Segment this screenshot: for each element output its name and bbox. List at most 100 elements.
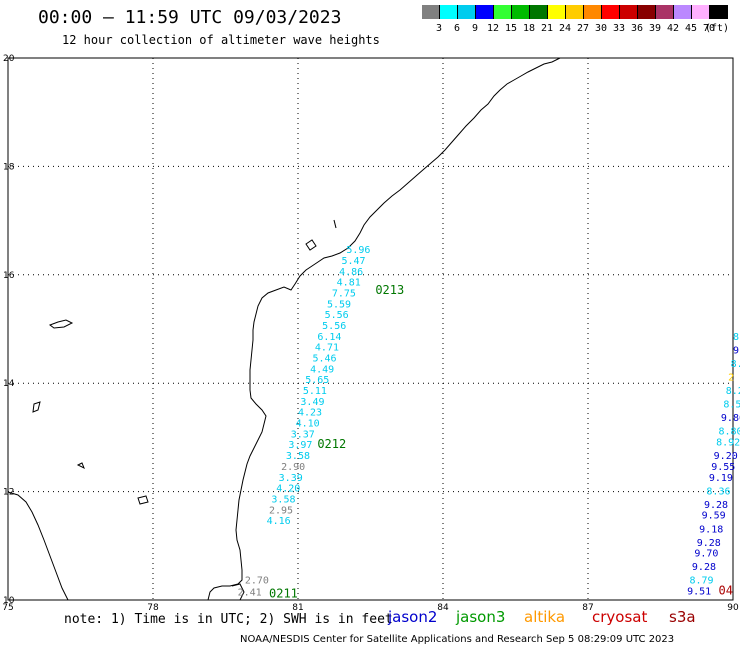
wave-height-value: 3.49 [300,397,324,408]
x-tick-label: 87 [582,603,593,613]
pass-label: 0212 [317,437,346,451]
tick-mark [333,219,337,229]
scale-label: 33 [612,23,626,34]
wave-height-value: 8. [731,359,740,370]
x-tick-label: 84 [437,603,449,613]
scale-label: 30 [594,23,608,34]
wave-height-value: 3.58 [286,451,310,462]
wave-height-value: 5.96 [346,245,370,256]
scale-swatch [494,5,512,19]
satellite-legend-item: jason3 [456,608,506,626]
scale-swatch [638,5,656,19]
map-grid [7,57,734,601]
wave-height-value: 4.16 [267,516,291,527]
wave-height-value: 3.39 [279,473,303,484]
x-tick-label: 90 [727,603,739,613]
wave-height-value: 8.2 [726,386,740,397]
wave-height-value: 8.79 [690,576,714,587]
scale-label: 3 [435,23,443,34]
wave-height-value: 9.28 [704,500,728,511]
axis-labels: 75 78 81 84 87 90 20 18 16 14 12 10 [2,54,739,613]
wave-height-value: 8 [733,332,739,343]
coastline [7,57,561,601]
scale-swatch [710,5,728,19]
y-tick-label: 14 [3,379,15,389]
scale-label: 12 [486,23,500,34]
wave-height-value: 2.70 [245,576,269,587]
scale-swatch [674,5,692,19]
scale-label: 42 [666,23,680,34]
wave-height-value: 3.37 [291,429,315,440]
wave-height-value: 4.81 [337,278,361,289]
wave-height-value: 2 [728,372,734,383]
scale-swatch [458,5,476,19]
island-4 [76,462,85,470]
x-tick-label: 75 [2,603,13,613]
scale-label: 9 [471,23,479,34]
scale-label: 24 [558,23,572,34]
scale-label: 6 [453,23,461,34]
pass-label: 0211 [269,586,298,600]
scale-unit: (ft) [704,23,730,34]
y-tick-label: 16 [3,271,15,281]
wave-height-value: 9.86 [721,413,740,424]
wave-height-value: 2.90 [281,462,305,473]
scale-swatch [656,5,674,19]
wave-height-value: 5.56 [325,310,349,321]
wave-height-value: 9.28 [697,538,721,549]
wave-height-value: 4.20 [276,484,300,495]
color-scale-legend: 3 6 9 12 15 18 21 24 27 30 33 36 39 42 45 70 (ft) [422,5,732,34]
wave-height-value: 4.49 [310,364,334,375]
y-tick-label: 20 [3,54,15,64]
y-tick-label: 18 [3,162,15,172]
map-border [7,57,734,601]
wave-height-value: 5.65 [305,375,329,386]
wave-height-value: 5.56 [322,321,346,332]
sri-lanka-coast [231,583,245,601]
scale-label: 36 [630,23,644,34]
scale-swatch [476,5,494,19]
satellite-legend-item: jason2 [388,608,438,626]
scale-swatch [692,5,710,19]
scale-label: 45 [684,23,698,34]
wave-height-value: 8.5 [723,400,740,411]
satellite-legend-item: s3a [669,608,696,626]
page-title: 00:00 – 11:59 UTC 09/03/2023 [38,7,342,28]
pass-label: 0213 [375,283,404,297]
wave-height-value: 4.71 [315,343,339,354]
scale-label: 70 [702,23,716,34]
wave-height-value: 9.51 [687,587,711,598]
wave-height-value: 7.75 [332,288,356,299]
note-text: note: 1) Time is in UTC; 2) SWH is in fe… [64,612,393,627]
x-tick-label: 78 [147,603,159,613]
wave-height-value: 5.46 [313,354,337,365]
island-3 [137,495,149,505]
x-tick-label: 81 [292,603,303,613]
scale-swatch [422,5,440,19]
wave-height-value: 9.19 [709,473,733,484]
wave-height-value: 3.58 [271,494,295,505]
track-values: 5.965.474.864.817.755.595.565.566.144.71… [238,245,740,599]
wave-height-value: 8.36 [706,486,730,497]
footer-credit: NOAA/NESDIS Center for Satellite Applica… [240,634,675,645]
scale-swatch [602,5,620,19]
scale-swatch [440,5,458,19]
lake [305,239,317,251]
scale-swatch [620,5,638,19]
scale-label: 27 [576,23,590,34]
page-subtitle: 12 hour collection of altimeter wave hei… [62,33,380,47]
wave-height-value: 3.97 [288,440,312,451]
wave-height-value: 9.55 [711,462,735,473]
wave-height-value: 9.59 [702,511,726,522]
wave-height-value: 5.11 [303,386,327,397]
wave-height-value: 8.80 [719,427,740,438]
scale-swatch [566,5,584,19]
wave-height-value: 6.14 [317,332,341,343]
scale-label: 21 [540,23,554,34]
y-tick-label: 12 [3,488,14,498]
wave-height-value: 9.20 [714,451,738,462]
satellite-legend-item: cryosat [592,608,648,626]
scale-label: 39 [648,23,662,34]
wave-height-value: 2.95 [269,505,293,516]
wave-height-value: 2.41 [238,588,262,599]
